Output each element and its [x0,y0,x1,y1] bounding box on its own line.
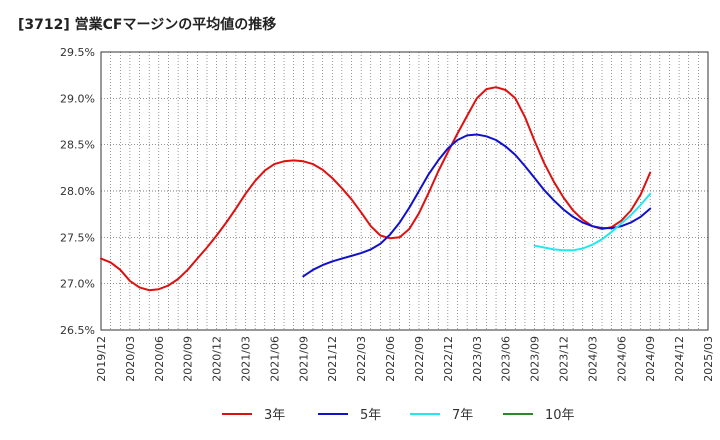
y-tick-label: 27.0% [60,278,95,291]
chart-title: [3712] 営業CFマージンの平均値の推移 [18,17,277,33]
axes [100,51,709,331]
y-tick-label: 26.5% [60,324,95,337]
y-tick-label: 28.5% [60,139,95,152]
y-axis-tick-labels: 26.5% 27.0% 27.5% 28.0% 28.5% 29.0% 29.5% [60,46,95,337]
x-tick-label: 2024/06 [615,336,628,382]
x-tick-label: 2020/03 [124,336,137,382]
series-line-7年 [533,192,652,252]
x-tick-label: 2019/12 [95,336,108,382]
x-tick-label: 2023/03 [471,336,484,382]
y-tick-label: 29.0% [60,92,95,105]
y-tick-label: 27.5% [60,231,95,244]
x-tick-label: 2022/09 [413,336,426,382]
legend-label: 10年 [545,408,575,423]
x-tick-label: 2024/12 [673,336,686,382]
x-tick-label: 2021/12 [326,336,339,382]
x-tick-label: 2022/06 [384,336,397,382]
legend-label: 5年 [360,408,381,423]
x-tick-label: 2020/06 [153,336,166,382]
series-line-5年 [302,133,652,278]
x-tick-label: 2025/03 [702,336,715,382]
x-tick-label: 2023/09 [529,336,542,382]
series-lines [100,86,652,292]
x-tick-label: 2024/03 [586,336,599,382]
series-line-3年 [100,86,652,292]
x-axis-tick-labels: 2019/12 2020/03 2020/06 2020/09 2020/12 2021/… [95,336,715,382]
y-tick-label: 28.0% [60,185,95,198]
legend-label: 7年 [452,408,473,423]
grid-lines [100,51,709,331]
x-tick-label: 2020/12 [211,336,224,382]
legend-label: 3年 [264,408,285,423]
x-tick-label: 2021/09 [297,336,310,382]
x-tick-label: 2023/12 [557,336,570,382]
x-tick-label: 2021/06 [268,336,281,382]
x-tick-label: 2021/03 [240,336,253,382]
x-tick-label: 2022/12 [442,336,455,382]
x-tick-label: 2020/09 [182,336,195,382]
y-tick-label: 29.5% [60,46,95,59]
x-tick-label: 2023/06 [500,336,513,382]
x-tick-label: 2022/03 [355,336,368,382]
plot-frame [100,51,709,331]
x-tick-label: 2024/09 [644,336,657,382]
legend: 3年 5年 7年 10年 [222,408,575,423]
